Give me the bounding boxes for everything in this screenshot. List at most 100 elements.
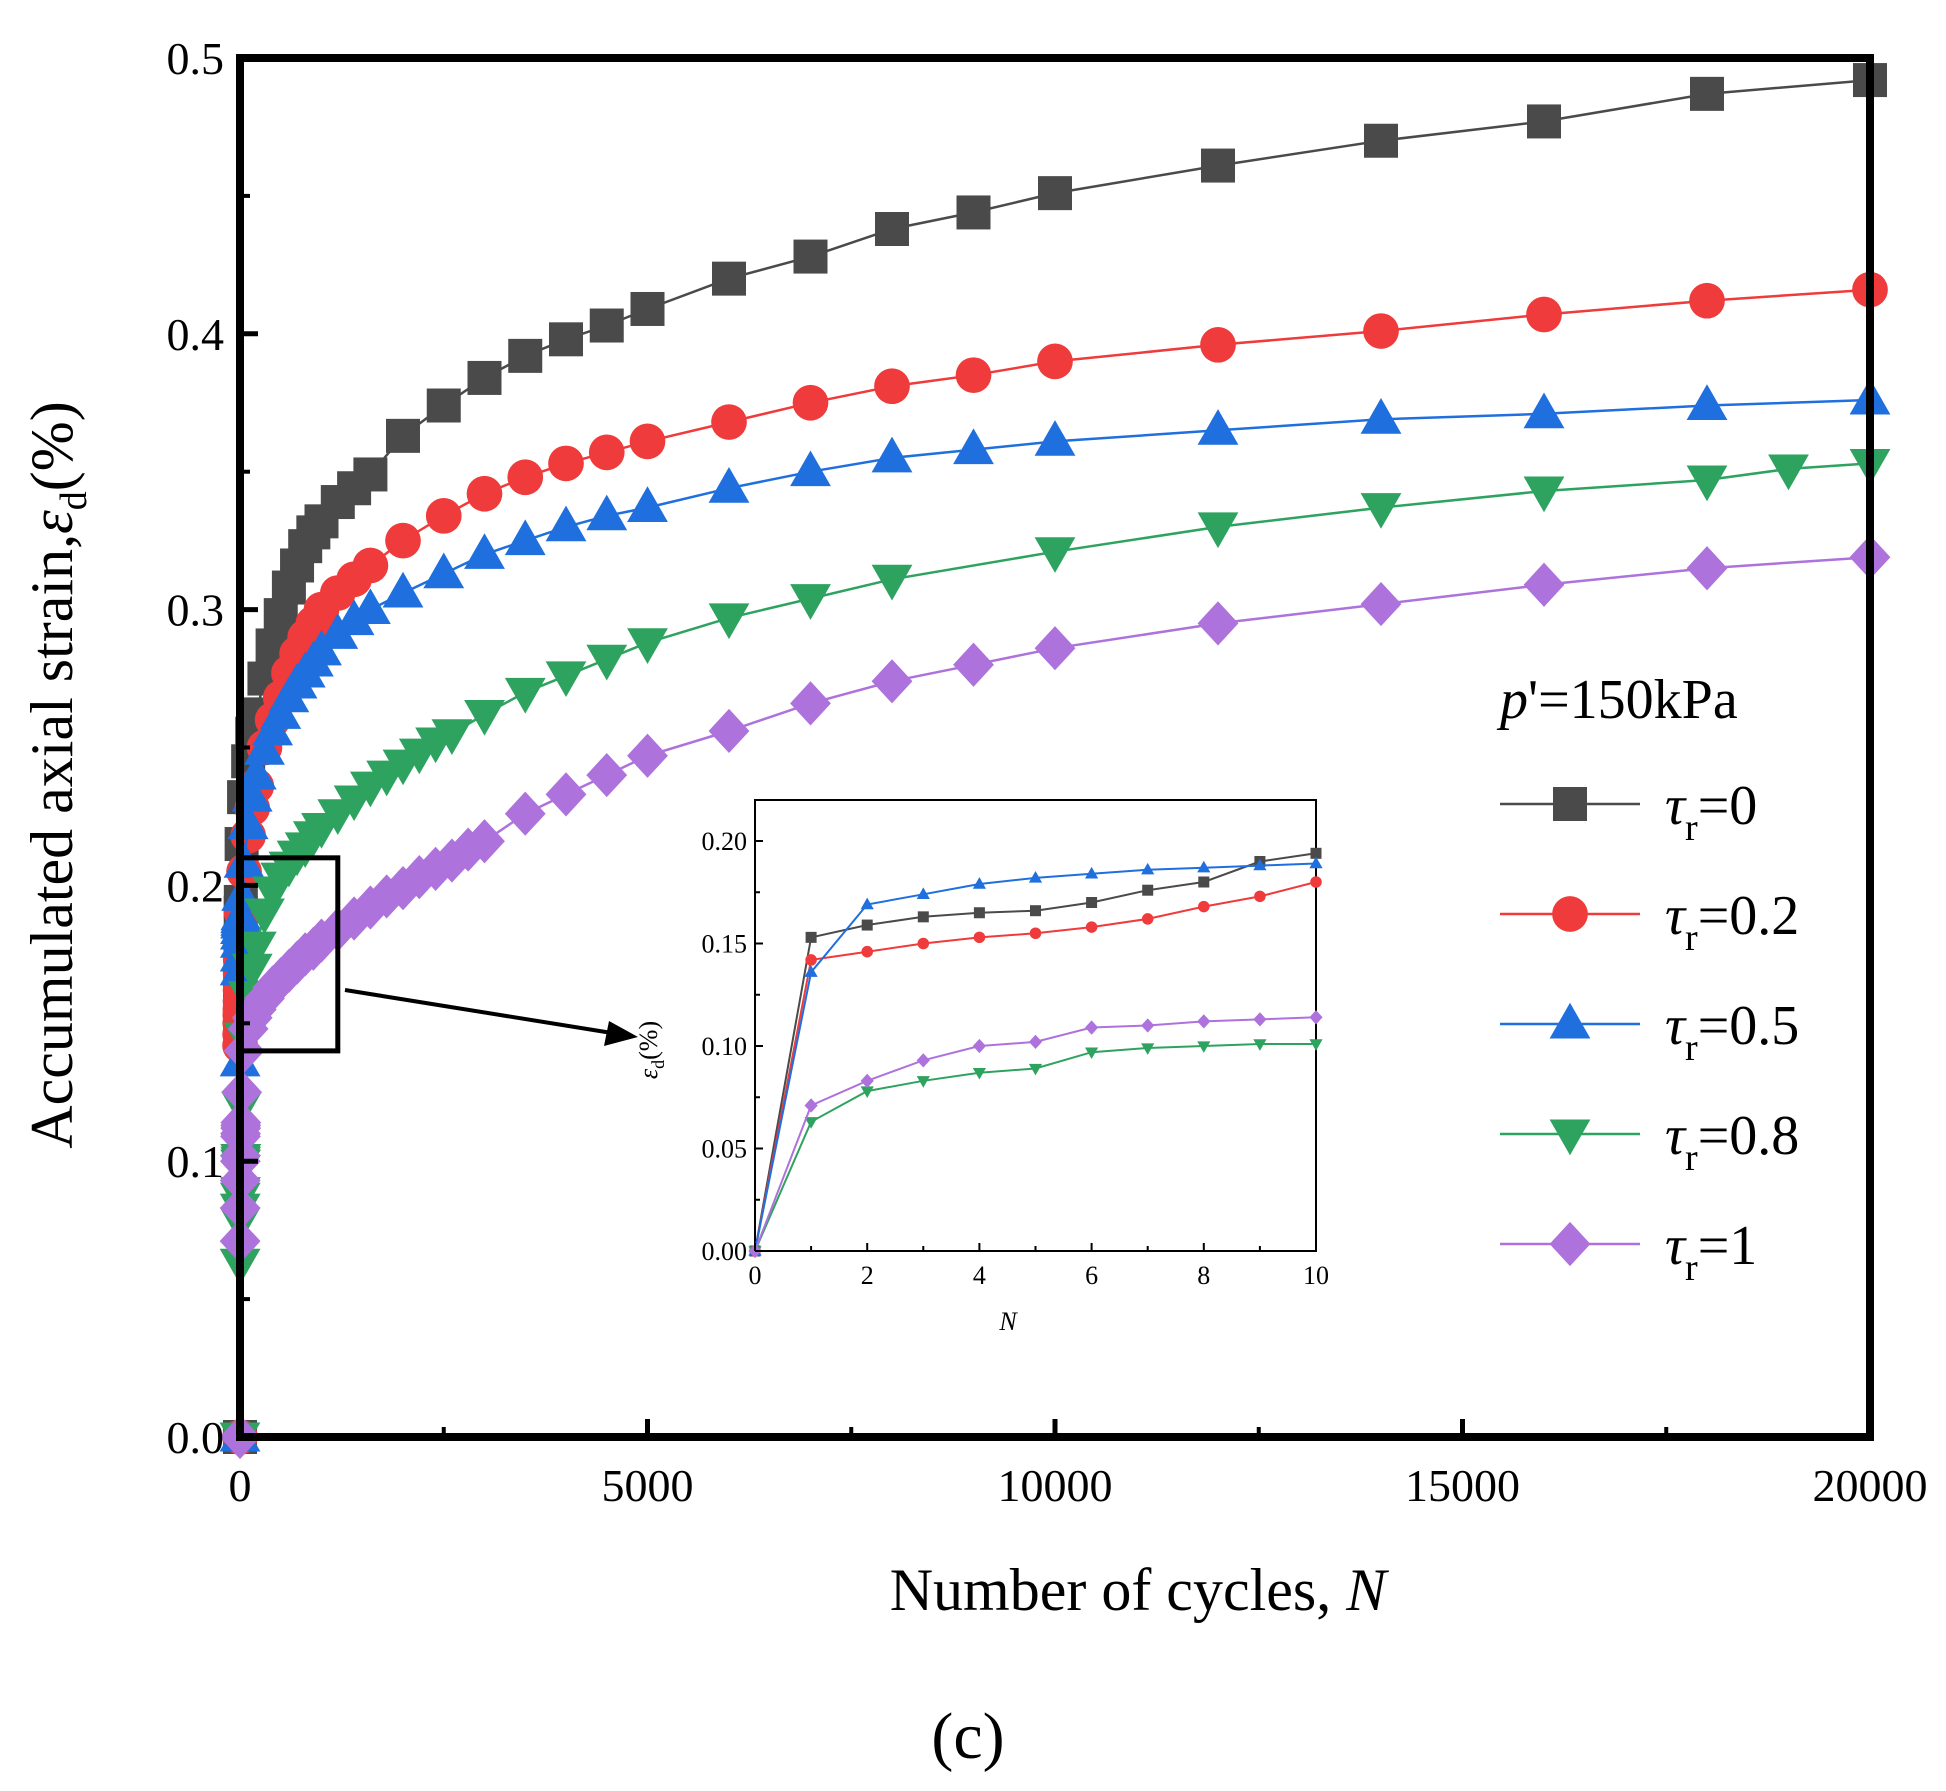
data-point xyxy=(423,552,465,589)
inset-data-point xyxy=(973,931,986,944)
inset-data-point xyxy=(860,897,874,910)
zoom-arrow-head xyxy=(604,1021,638,1046)
inset-x-tick-label: 0 xyxy=(749,1261,762,1290)
legend-marker xyxy=(1549,1221,1591,1267)
data-point xyxy=(875,211,909,246)
data-point xyxy=(871,564,913,601)
data-point xyxy=(790,450,831,487)
data-point xyxy=(588,434,625,471)
data-point xyxy=(790,681,831,726)
inset-data-point xyxy=(1141,913,1154,925)
inset-data-point xyxy=(972,1067,986,1080)
data-point xyxy=(790,584,831,620)
data-point xyxy=(1034,626,1076,671)
data-point xyxy=(1768,454,1809,491)
inset-data-point xyxy=(1141,862,1155,875)
legend-title: p'=150kPa xyxy=(1496,669,1738,731)
inset-data-point xyxy=(861,919,873,931)
legend-label: τr=0 xyxy=(1665,775,1757,849)
legend-marker xyxy=(1553,787,1587,821)
data-point xyxy=(366,874,408,919)
data-point xyxy=(385,522,421,559)
data-point xyxy=(1526,296,1562,333)
inset-data-point xyxy=(1142,884,1154,896)
inset-data-point xyxy=(1028,1034,1043,1050)
inset-data-point xyxy=(1141,1043,1155,1055)
inset-data-point xyxy=(1086,897,1098,908)
data-point xyxy=(235,753,277,790)
data-point xyxy=(549,322,583,357)
y-tick-label: 0.1 xyxy=(167,1136,225,1187)
data-point xyxy=(1201,148,1235,183)
x-axis-label: Number of cycles, N xyxy=(890,1557,1390,1623)
data-point xyxy=(955,357,992,394)
data-point xyxy=(464,699,505,736)
inset-data-point xyxy=(1085,921,1098,933)
inset-data-point xyxy=(1253,1012,1267,1027)
x-tick-label: 5000 xyxy=(602,1460,694,1511)
inset-y-tick-label: 0.05 xyxy=(702,1135,748,1164)
data-point xyxy=(467,360,502,395)
inset-series-1 xyxy=(749,876,1322,1257)
inset-data-point xyxy=(1254,890,1266,903)
data-point xyxy=(1686,465,1728,502)
data-point xyxy=(464,819,505,864)
data-point xyxy=(953,428,994,465)
data-point xyxy=(431,719,473,755)
data-point xyxy=(504,791,546,836)
data-point xyxy=(627,486,668,523)
inset-data-point xyxy=(916,887,930,899)
y-axis-label: Accumulated axial strain,εd(%) xyxy=(19,401,95,1148)
data-point xyxy=(708,466,750,503)
inset-data-point xyxy=(1028,1063,1043,1076)
data-point xyxy=(244,729,285,765)
data-point xyxy=(1686,384,1728,420)
data-point xyxy=(1200,326,1236,363)
inset-data-point xyxy=(804,965,818,977)
legend-marker xyxy=(1549,1119,1591,1156)
data-point xyxy=(871,659,913,704)
inset-data-point xyxy=(1198,900,1210,913)
data-point xyxy=(1037,343,1073,380)
data-point xyxy=(1197,601,1239,646)
inset-data-point xyxy=(804,1117,818,1129)
data-point xyxy=(589,308,624,343)
data-point xyxy=(352,547,389,584)
y-tick-label: 0.5 xyxy=(167,33,225,84)
legend-item: τr=0.2 xyxy=(1500,885,1799,959)
data-point xyxy=(548,445,584,482)
data-point xyxy=(1689,282,1725,319)
legend-item: τr=0.8 xyxy=(1500,1105,1799,1179)
y-tick-label: 0.4 xyxy=(167,309,225,360)
x-tick-label: 20000 xyxy=(1813,1460,1928,1511)
x-tick-label: 15000 xyxy=(1405,1460,1520,1511)
data-point xyxy=(508,338,543,373)
inset-x-tick-label: 2 xyxy=(861,1261,874,1290)
data-point xyxy=(466,475,503,512)
legend-item: τr=0 xyxy=(1500,775,1757,849)
y-tick-label: 0.2 xyxy=(167,860,225,911)
inset-data-point xyxy=(1141,1018,1155,1033)
inset-data-point xyxy=(916,1053,930,1068)
data-point xyxy=(629,423,666,460)
inset-data-point xyxy=(1085,1020,1099,1035)
inset-data-point xyxy=(916,1076,930,1088)
data-point xyxy=(630,291,665,326)
data-point xyxy=(426,388,461,423)
data-point xyxy=(1527,104,1561,139)
inset-data-point xyxy=(973,907,985,919)
inset-data-point xyxy=(972,877,986,889)
inset-data-point xyxy=(860,1086,874,1098)
data-point xyxy=(1523,392,1565,429)
legend-label: τr=1 xyxy=(1665,1215,1757,1289)
inset-data-point xyxy=(917,937,930,950)
inset-x-tick-label: 6 xyxy=(1085,1261,1098,1290)
inset-x-tick-label: 4 xyxy=(973,1261,986,1290)
data-point xyxy=(956,195,991,230)
inset-data-point xyxy=(804,1098,818,1113)
data-point xyxy=(353,457,388,492)
inset-data-point xyxy=(1310,847,1322,859)
data-point xyxy=(504,677,546,714)
series-4 xyxy=(219,535,1891,1460)
